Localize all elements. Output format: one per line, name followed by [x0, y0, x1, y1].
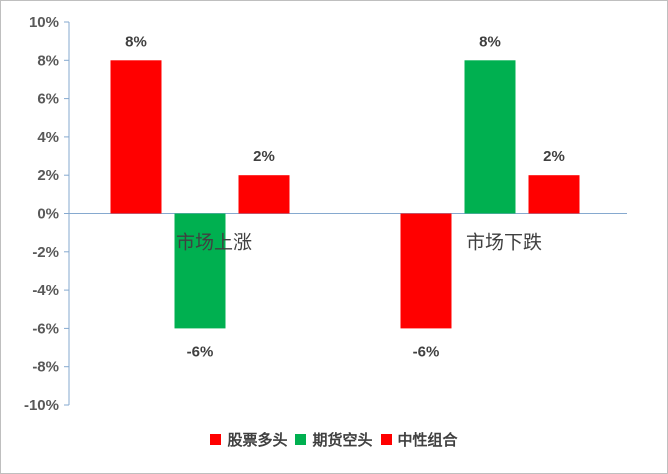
legend-label: 股票多头: [227, 431, 288, 449]
axis-layer: 10% 8% 6% 4% 2% 0% -2% -4% -6% -8% -10%: [24, 14, 627, 414]
bar: [238, 175, 290, 214]
legend-swatch: [295, 434, 307, 445]
y-tick-label: 2%: [37, 167, 59, 184]
data-label: 2%: [543, 148, 565, 165]
y-tick-label: 4%: [37, 129, 59, 146]
bar: [464, 60, 516, 214]
bar: [174, 213, 226, 329]
data-label: -6%: [187, 343, 214, 360]
y-tick-label: -8%: [32, 359, 59, 376]
legend-label: 中性组合: [397, 431, 458, 449]
legend-swatch: [380, 434, 392, 445]
chart-legend: 股票多头 期货空头 中性组合: [0, 429, 668, 450]
category-label: 市场下跌: [466, 232, 542, 254]
y-tick-label: 0%: [37, 206, 59, 223]
y-tick-label: -10%: [24, 397, 59, 414]
data-label: 8%: [125, 33, 147, 50]
data-label: 2%: [253, 148, 275, 165]
y-tick-label: 10%: [29, 14, 59, 31]
y-tick-label: 8%: [37, 52, 59, 69]
category-label: 市场上涨: [176, 232, 252, 254]
y-tick-label: -2%: [32, 244, 59, 261]
legend-swatch: [210, 434, 222, 445]
legend-item: 中性组合: [380, 429, 458, 450]
y-tick-label: -4%: [32, 282, 59, 299]
label-layer: 8% -6% 2% 市场上涨 -6% 8% 2% 市场下跌: [125, 33, 565, 360]
bar: [400, 213, 452, 329]
legend-item: 期货空头: [295, 429, 373, 450]
bar: [110, 60, 162, 214]
y-tick-label: 6%: [37, 91, 59, 108]
y-tick-label: -6%: [32, 320, 59, 337]
legend-item: 股票多头: [210, 429, 287, 450]
bar-layer: [110, 60, 580, 329]
data-label: 8%: [479, 33, 501, 50]
data-label: -6%: [413, 343, 440, 360]
legend-label: 期货空头: [312, 431, 373, 449]
bar: [528, 175, 580, 214]
